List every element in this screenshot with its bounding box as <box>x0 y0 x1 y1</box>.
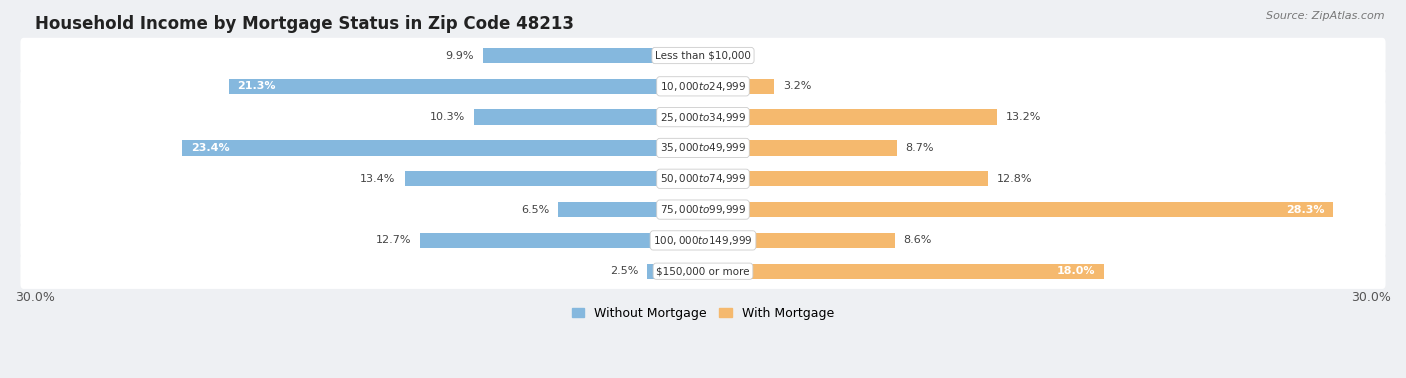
Bar <box>647 263 703 279</box>
Text: 8.7%: 8.7% <box>905 143 934 153</box>
Text: Less than $10,000: Less than $10,000 <box>655 51 751 60</box>
Text: 13.2%: 13.2% <box>1005 112 1042 122</box>
Text: $100,000 to $149,999: $100,000 to $149,999 <box>654 234 752 247</box>
Text: 8.6%: 8.6% <box>904 235 932 245</box>
Bar <box>181 140 703 156</box>
Bar <box>229 79 703 94</box>
FancyBboxPatch shape <box>21 130 1385 166</box>
Text: Source: ZipAtlas.com: Source: ZipAtlas.com <box>1267 11 1385 21</box>
Bar <box>703 233 894 248</box>
FancyBboxPatch shape <box>21 192 1385 227</box>
Text: $25,000 to $34,999: $25,000 to $34,999 <box>659 111 747 124</box>
Text: 23.4%: 23.4% <box>191 143 229 153</box>
Text: $50,000 to $74,999: $50,000 to $74,999 <box>659 172 747 185</box>
Bar <box>703 171 988 186</box>
Text: 13.4%: 13.4% <box>360 174 395 184</box>
Text: 6.5%: 6.5% <box>522 204 550 215</box>
Text: 2.5%: 2.5% <box>610 266 638 276</box>
Bar <box>558 202 703 217</box>
Legend: Without Mortgage, With Mortgage: Without Mortgage, With Mortgage <box>567 302 839 325</box>
FancyBboxPatch shape <box>21 69 1385 104</box>
Bar <box>703 263 1104 279</box>
Text: 18.0%: 18.0% <box>1056 266 1095 276</box>
Text: 12.8%: 12.8% <box>997 174 1032 184</box>
Bar <box>482 48 703 63</box>
Bar <box>703 202 1333 217</box>
Text: $10,000 to $24,999: $10,000 to $24,999 <box>659 80 747 93</box>
Bar <box>405 171 703 186</box>
Text: $75,000 to $99,999: $75,000 to $99,999 <box>659 203 747 216</box>
Text: 3.2%: 3.2% <box>783 81 811 91</box>
Bar <box>474 110 703 125</box>
FancyBboxPatch shape <box>21 161 1385 197</box>
Text: 9.9%: 9.9% <box>446 51 474 60</box>
FancyBboxPatch shape <box>21 254 1385 289</box>
Text: $150,000 or more: $150,000 or more <box>657 266 749 276</box>
Bar <box>703 79 775 94</box>
Bar <box>703 110 997 125</box>
Text: Household Income by Mortgage Status in Zip Code 48213: Household Income by Mortgage Status in Z… <box>35 15 574 33</box>
FancyBboxPatch shape <box>21 223 1385 258</box>
Bar <box>420 233 703 248</box>
Text: 12.7%: 12.7% <box>375 235 412 245</box>
Text: 10.3%: 10.3% <box>429 112 465 122</box>
FancyBboxPatch shape <box>21 38 1385 73</box>
Text: 21.3%: 21.3% <box>238 81 276 91</box>
Bar <box>703 140 897 156</box>
Text: $35,000 to $49,999: $35,000 to $49,999 <box>659 141 747 155</box>
FancyBboxPatch shape <box>21 99 1385 135</box>
Text: 28.3%: 28.3% <box>1286 204 1324 215</box>
